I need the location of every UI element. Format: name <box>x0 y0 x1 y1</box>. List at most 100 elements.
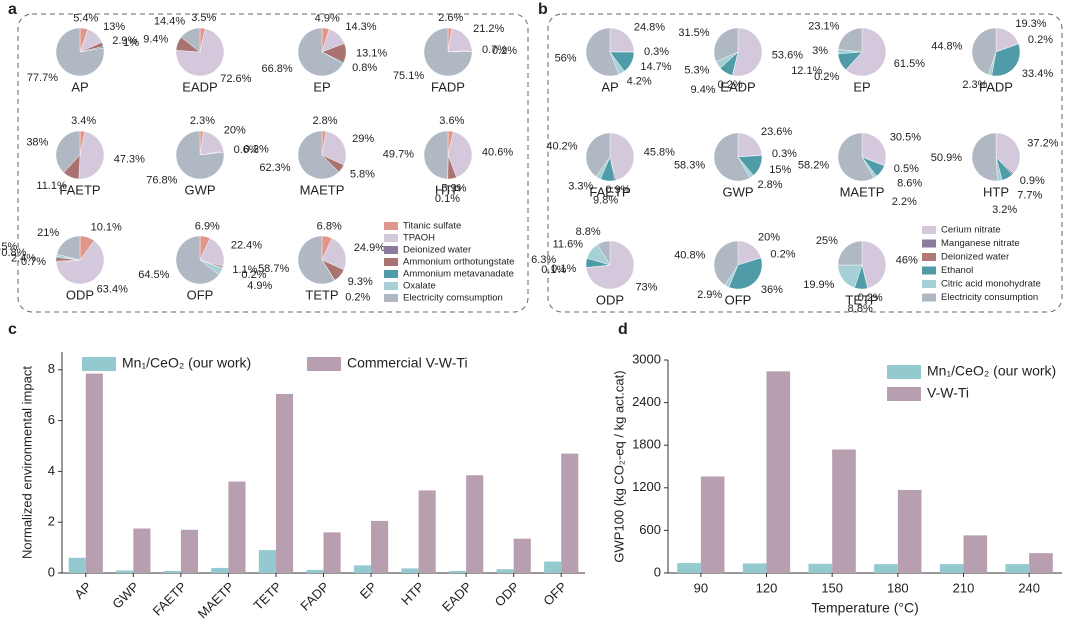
slice-label: 24.9% <box>354 242 385 254</box>
slice-label: 9.3% <box>348 276 373 288</box>
slice-label: 2.9% <box>112 35 137 47</box>
legend-label: Commercial V-W-Ti <box>347 355 468 371</box>
slice-label: 0.2% <box>241 269 266 281</box>
slice-label: 45.8% <box>644 146 675 158</box>
slice-label: 4.9% <box>315 12 340 24</box>
slice-label: 37.2% <box>1027 138 1058 150</box>
bar <box>353 565 372 573</box>
slice-label: 33.4% <box>1022 68 1053 80</box>
bar <box>700 476 725 573</box>
x-tick-label: EADP <box>439 579 475 615</box>
bar <box>742 563 767 573</box>
legend-label: Manganese nitrate <box>941 238 1020 249</box>
pie-slice <box>597 240 611 266</box>
x-tick-label: 210 <box>953 580 975 595</box>
legend-label: Ammonium orthotungstate <box>403 257 514 268</box>
pie-slice <box>175 130 225 180</box>
slice-label: 23.1% <box>808 20 839 32</box>
slice-label: 40.2% <box>546 141 577 153</box>
y-tick-label: 3000 <box>632 351 661 366</box>
slice-label: 58.3% <box>674 160 705 172</box>
slice-label: 47.3% <box>114 153 145 165</box>
legend-swatch <box>384 282 398 290</box>
bar <box>466 475 484 573</box>
slice-label: 5.3% <box>684 64 709 76</box>
pie-slice <box>728 257 763 290</box>
slice-label: 21% <box>37 227 59 239</box>
bar <box>939 564 964 573</box>
panel-b-frame <box>547 13 1063 313</box>
pie-slice <box>297 27 344 77</box>
bar <box>677 563 701 573</box>
slice-label: 5.4% <box>73 12 98 24</box>
pie-slice <box>199 237 225 267</box>
pie-slice <box>180 27 201 53</box>
slice-label: 0.7% <box>482 44 507 56</box>
pie-slice <box>321 237 347 271</box>
slice-label: 30.5% <box>890 131 921 143</box>
slice-label: 64.5% <box>138 269 169 281</box>
pie-title: FADP <box>979 79 1013 94</box>
slice-label: 36% <box>761 284 783 296</box>
legend-swatch <box>384 294 398 302</box>
pie-slice <box>837 240 863 266</box>
bar <box>808 563 833 573</box>
x-tick-label: OFP <box>540 579 570 609</box>
legend-label: Citric acid monohydrate <box>941 279 1041 290</box>
legend-swatch <box>887 387 921 401</box>
x-tick-label: EP <box>357 579 380 602</box>
slice-label: 19.9% <box>803 279 834 291</box>
slice-label: 3.6% <box>439 115 464 127</box>
bar <box>418 490 436 573</box>
pie-slice <box>55 27 105 77</box>
slice-label: 25% <box>816 235 838 247</box>
slice-label: 4.2% <box>627 76 652 88</box>
slice-label: 58.7% <box>258 263 289 275</box>
x-tick-label: TETP <box>250 579 284 613</box>
bar <box>306 569 324 573</box>
y-tick-label: 4 <box>48 463 55 478</box>
slice-label: 2.9% <box>697 289 722 301</box>
slice-label: 0.3% <box>772 148 797 160</box>
bar <box>1005 564 1030 573</box>
slice-label: 2.3% <box>190 115 215 127</box>
slice-label: 11.1% <box>36 180 67 192</box>
slice-label: 6.3% <box>531 254 556 266</box>
slice-label: 9.4% <box>143 34 168 46</box>
bar <box>513 538 531 573</box>
panel-letter: b <box>538 1 548 18</box>
legend-label: Deionized water <box>941 252 1009 263</box>
slice-label: 24.8% <box>634 22 665 34</box>
slice-label: 0.2% <box>492 45 517 57</box>
pie-title: HTP <box>983 184 1009 199</box>
pie-slice <box>713 132 751 182</box>
slice-label: 72.6% <box>220 73 251 85</box>
slice-label: 53.6% <box>772 50 803 62</box>
pie-slice <box>175 235 220 285</box>
slice-label: 4.9% <box>247 280 272 292</box>
pie-title: TETP <box>845 292 878 307</box>
slice-label: 0.1% <box>551 263 576 275</box>
bar <box>449 570 467 573</box>
legend-swatch <box>922 293 936 302</box>
slice-label: 0.1% <box>435 193 460 205</box>
slice-label: 2.8% <box>757 179 782 191</box>
bar <box>832 449 856 573</box>
pie-title: MAETP <box>300 182 345 197</box>
bar <box>116 570 134 573</box>
bar <box>228 481 246 573</box>
pie-slice <box>737 132 763 158</box>
slice-label: 0.1% <box>541 264 566 276</box>
bar <box>401 568 419 573</box>
slice-label: 13% <box>103 21 125 33</box>
pie-slice <box>837 27 863 53</box>
slice-label: 2.3% <box>962 79 987 91</box>
panel-letter: d <box>618 321 628 338</box>
slice-label: 0.2% <box>858 292 883 304</box>
legend-label: Cerium nitrate <box>941 225 1001 236</box>
bar <box>211 567 229 573</box>
pie-slice <box>713 240 739 286</box>
x-tick-label: 150 <box>821 580 843 595</box>
pie-slice <box>297 130 340 180</box>
bar <box>85 373 103 573</box>
